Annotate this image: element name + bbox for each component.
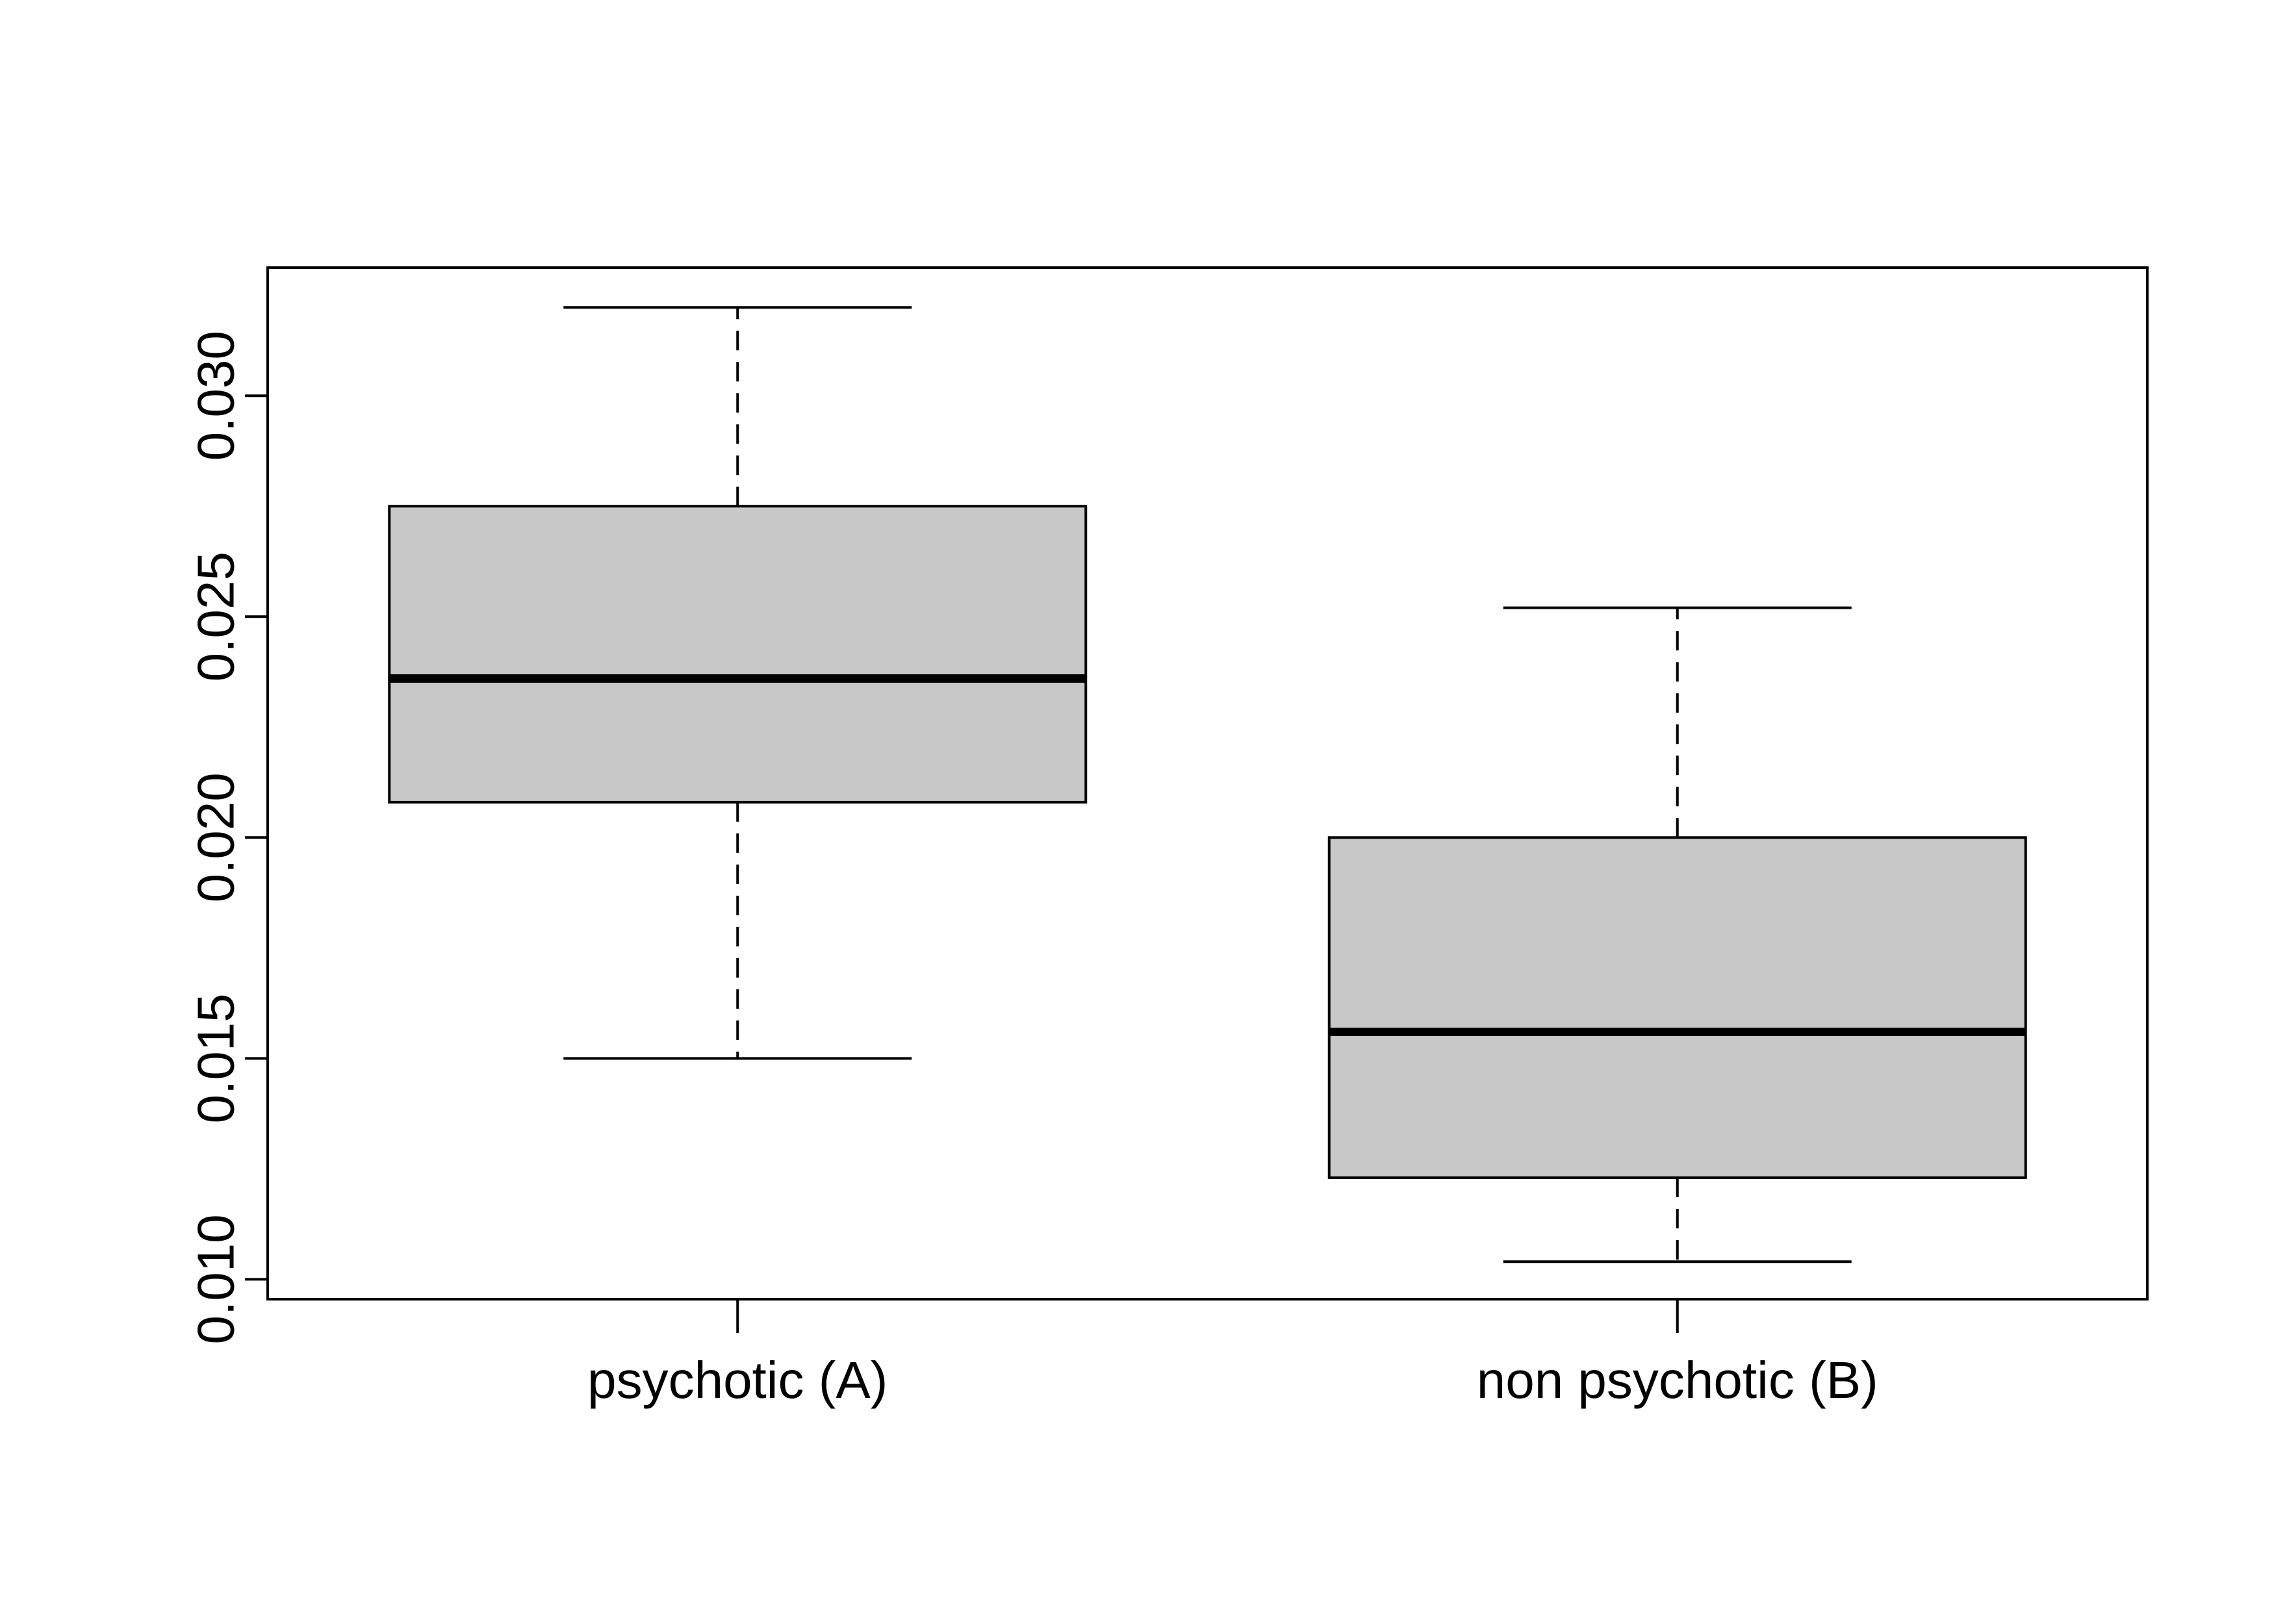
box-1: [1327, 836, 2027, 1179]
box-group-1: [1327, 606, 2027, 1263]
y-tick-label-1: 0.015: [187, 993, 245, 1123]
x-tick-label-1: non psychotic (B): [1477, 1351, 1878, 1409]
y-tick-label-0: 0.010: [187, 1214, 245, 1344]
y-tick-label-2: 0.020: [187, 772, 245, 902]
y-tick-label-3: 0.025: [187, 552, 245, 681]
box-group-0: [388, 306, 1088, 1060]
x-tick-label-0: psychotic (A): [587, 1351, 888, 1409]
y-tick-label-4: 0.030: [187, 331, 245, 461]
plot-frame: [266, 266, 2149, 1300]
box-0: [388, 505, 1088, 804]
